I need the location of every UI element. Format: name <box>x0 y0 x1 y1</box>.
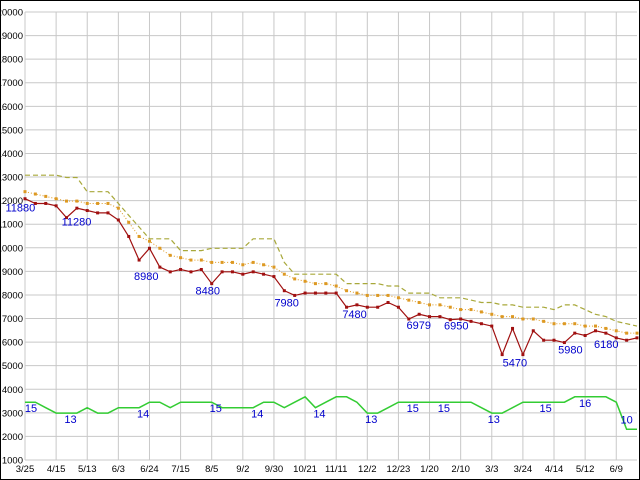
svg-text:14: 14 <box>251 409 263 421</box>
svg-text:19000: 19000 <box>1 31 23 42</box>
svg-text:13: 13 <box>488 414 500 426</box>
svg-text:5470: 5470 <box>503 358 527 370</box>
svg-text:10: 10 <box>621 414 633 426</box>
x-axis-labels: 3/25 4/15 5/13 6/3 6/24 7/15 8/5 9/2 9/30 10/21 11… <box>16 464 623 475</box>
svg-text:6950: 6950 <box>444 321 468 333</box>
svg-text:13: 13 <box>64 414 76 426</box>
svg-text:10/21: 10/21 <box>293 464 317 475</box>
svg-text:6/9: 6/9 <box>610 464 623 475</box>
svg-text:14000: 14000 <box>1 149 23 160</box>
svg-text:8/5: 8/5 <box>205 464 218 475</box>
svg-text:3/25: 3/25 <box>16 464 35 475</box>
svg-text:9000: 9000 <box>2 267 23 278</box>
svg-text:7000: 7000 <box>2 314 23 325</box>
svg-text:6979: 6979 <box>407 320 431 332</box>
svg-text:20000: 20000 <box>1 8 23 19</box>
svg-text:9/30: 9/30 <box>265 464 284 475</box>
svg-text:3/24: 3/24 <box>514 464 533 475</box>
svg-text:11000: 11000 <box>1 220 23 231</box>
svg-text:5/12: 5/12 <box>576 464 595 475</box>
svg-text:15: 15 <box>438 403 450 415</box>
svg-text:7980: 7980 <box>274 297 298 309</box>
svg-text:12/23: 12/23 <box>387 464 411 475</box>
svg-text:13: 13 <box>365 414 377 426</box>
svg-text:8480: 8480 <box>195 286 219 298</box>
svg-text:6180: 6180 <box>594 339 618 351</box>
series-lowest-price <box>23 197 639 357</box>
price-annotations: 11880 11280 8980 8480 7980 7480 6979 6950 5470 59… <box>5 202 618 369</box>
svg-text:6/24: 6/24 <box>140 464 159 475</box>
svg-text:3/3: 3/3 <box>485 464 498 475</box>
svg-text:4/14: 4/14 <box>545 464 564 475</box>
svg-text:14: 14 <box>313 409 325 421</box>
svg-text:8000: 8000 <box>2 290 23 301</box>
svg-text:3000: 3000 <box>2 408 23 419</box>
svg-text:12/2: 12/2 <box>358 464 377 475</box>
svg-text:11/11: 11/11 <box>325 464 347 475</box>
svg-text:4/15: 4/15 <box>47 464 66 475</box>
svg-text:2/10: 2/10 <box>451 464 470 475</box>
svg-text:2000: 2000 <box>2 432 23 443</box>
svg-text:13000: 13000 <box>1 173 23 184</box>
series-store-count <box>25 395 637 431</box>
svg-text:16: 16 <box>579 398 591 410</box>
svg-text:5/13: 5/13 <box>78 464 97 475</box>
svg-text:15000: 15000 <box>1 125 23 136</box>
svg-text:15: 15 <box>210 403 222 415</box>
svg-text:15: 15 <box>540 403 552 415</box>
svg-text:10000: 10000 <box>1 243 23 254</box>
series-highest-price <box>25 174 638 327</box>
svg-text:5000: 5000 <box>2 361 23 372</box>
svg-text:16000: 16000 <box>1 102 23 113</box>
svg-text:4000: 4000 <box>2 385 23 396</box>
series-average-price <box>23 190 639 335</box>
svg-text:8980: 8980 <box>134 271 158 283</box>
svg-text:6000: 6000 <box>2 338 23 349</box>
svg-text:6/3: 6/3 <box>112 464 125 475</box>
svg-text:14: 14 <box>137 409 149 421</box>
svg-text:12000: 12000 <box>1 196 23 207</box>
y-axis-labels: 1000 2000 3000 4000 5000 6000 7000 8000 9000 1000… <box>1 8 23 467</box>
svg-text:1000: 1000 <box>2 456 23 467</box>
svg-text:9/2: 9/2 <box>236 464 249 475</box>
svg-text:7/15: 7/15 <box>171 464 190 475</box>
svg-text:11280: 11280 <box>62 217 92 229</box>
svg-text:11880: 11880 <box>5 202 35 214</box>
svg-text:18000: 18000 <box>1 55 23 66</box>
svg-text:15: 15 <box>25 403 37 415</box>
svg-text:7480: 7480 <box>342 309 366 321</box>
svg-text:17000: 17000 <box>1 78 23 89</box>
svg-text:1/20: 1/20 <box>420 464 439 475</box>
svg-text:5980: 5980 <box>558 345 582 357</box>
svg-text:15: 15 <box>407 403 419 415</box>
count-annotations: 15 13 14 15 14 14 13 15 15 13 15 16 10 <box>25 398 633 427</box>
grid-lines <box>24 11 637 461</box>
